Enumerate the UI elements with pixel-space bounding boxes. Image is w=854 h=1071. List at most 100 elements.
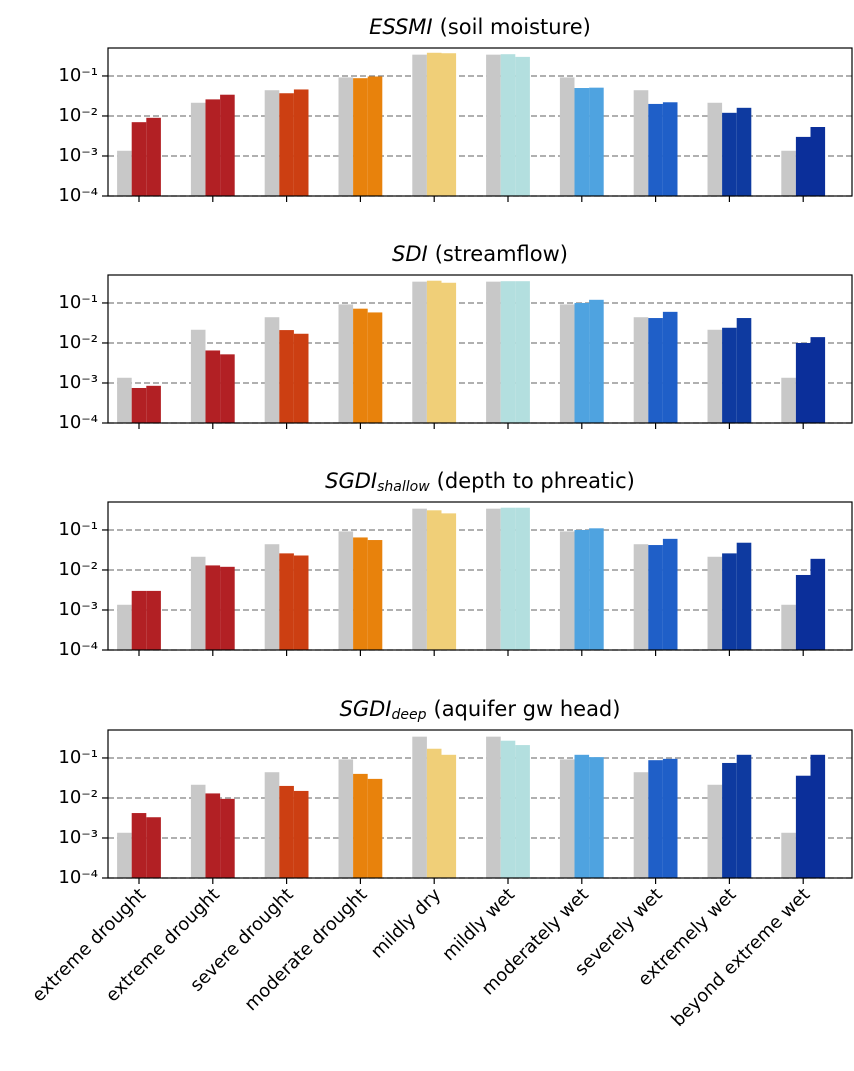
x-tick-label: mildly wet bbox=[438, 884, 519, 965]
bar bbox=[338, 304, 354, 423]
bar bbox=[589, 299, 604, 423]
bar bbox=[781, 377, 796, 423]
bar bbox=[736, 754, 752, 878]
bar bbox=[810, 337, 826, 423]
bar bbox=[190, 102, 206, 196]
bar bbox=[574, 302, 590, 423]
bar bbox=[795, 342, 811, 423]
bar bbox=[515, 56, 530, 196]
title-subscript: shallow bbox=[377, 479, 430, 495]
bar bbox=[279, 553, 294, 650]
bar bbox=[500, 54, 516, 197]
chart-title: ESSMI (soil moisture) bbox=[369, 15, 591, 39]
bar bbox=[131, 590, 147, 650]
bar bbox=[220, 566, 235, 650]
bar bbox=[662, 311, 678, 423]
y-tick-label: 10⁻¹ bbox=[58, 292, 98, 313]
bar bbox=[353, 537, 368, 650]
bar bbox=[722, 762, 737, 878]
bar bbox=[412, 508, 427, 650]
y-tick-label: 10⁻¹ bbox=[58, 65, 98, 86]
bar bbox=[515, 281, 530, 423]
y-tick-label: 10⁻³ bbox=[58, 145, 98, 166]
title-text: (soil moisture) bbox=[440, 15, 591, 39]
bar bbox=[353, 308, 368, 423]
x-tick-label: moderate drought bbox=[241, 884, 372, 1015]
bar bbox=[131, 122, 147, 196]
y-tick-label: 10⁻¹ bbox=[58, 519, 98, 540]
bar bbox=[412, 736, 427, 878]
bar bbox=[574, 529, 590, 650]
bar bbox=[264, 772, 280, 878]
y-tick-label: 10⁻³ bbox=[58, 827, 98, 848]
bar bbox=[441, 513, 457, 650]
bar bbox=[190, 556, 206, 650]
bar bbox=[810, 754, 826, 878]
bar bbox=[264, 544, 280, 650]
bar bbox=[279, 785, 294, 878]
bar bbox=[293, 333, 309, 423]
bar bbox=[574, 88, 590, 196]
bar bbox=[559, 304, 575, 423]
bar bbox=[367, 312, 383, 423]
bar bbox=[338, 77, 354, 196]
y-tick-label: 10⁻² bbox=[58, 332, 98, 353]
bar bbox=[707, 556, 723, 650]
bar bbox=[353, 773, 368, 878]
y-tick-label: 10⁻⁴ bbox=[58, 639, 98, 660]
title-text: (aquifer gw head) bbox=[434, 697, 621, 721]
y-tick-label: 10⁻² bbox=[58, 559, 98, 580]
bar bbox=[338, 531, 354, 650]
y-tick-label: 10⁻³ bbox=[58, 599, 98, 620]
bar bbox=[722, 327, 737, 423]
bar bbox=[205, 350, 221, 423]
bar bbox=[648, 545, 663, 650]
bar bbox=[589, 757, 604, 878]
bar bbox=[633, 772, 649, 878]
bar bbox=[205, 793, 221, 878]
bar bbox=[117, 604, 132, 650]
bar bbox=[264, 317, 280, 423]
y-tick-label: 10⁻⁴ bbox=[58, 867, 98, 888]
chart-title: SDI (streamflow) bbox=[392, 242, 568, 266]
bar bbox=[279, 93, 294, 196]
bar bbox=[500, 507, 516, 650]
bar bbox=[648, 760, 663, 878]
bar bbox=[220, 798, 235, 878]
bar bbox=[486, 508, 501, 650]
bar bbox=[500, 281, 516, 423]
bar bbox=[795, 136, 811, 196]
bar-group bbox=[117, 280, 826, 423]
y-tick-label: 10⁻⁴ bbox=[58, 412, 98, 433]
bar bbox=[736, 107, 752, 196]
bar bbox=[146, 817, 161, 878]
bar bbox=[633, 90, 649, 196]
x-tick-label: mildly dry bbox=[367, 884, 446, 963]
bar bbox=[264, 90, 280, 196]
bar bbox=[648, 103, 663, 196]
bar bbox=[146, 385, 161, 423]
bar bbox=[707, 329, 723, 423]
bar bbox=[412, 54, 427, 196]
bar bbox=[707, 784, 723, 878]
bar bbox=[117, 150, 132, 196]
bar bbox=[662, 102, 678, 196]
y-tick-label: 10⁻³ bbox=[58, 372, 98, 393]
bar bbox=[353, 78, 368, 196]
y-tick-label: 10⁻² bbox=[58, 105, 98, 126]
bar bbox=[500, 740, 516, 878]
bar bbox=[367, 778, 383, 878]
bar bbox=[279, 330, 294, 423]
bar bbox=[441, 53, 457, 196]
bar bbox=[736, 318, 752, 423]
bar bbox=[781, 150, 796, 196]
bar bbox=[190, 329, 206, 423]
bar bbox=[589, 528, 604, 650]
bar bbox=[795, 775, 811, 878]
bar bbox=[205, 99, 221, 196]
axes-frame bbox=[107, 274, 853, 424]
bar bbox=[795, 574, 811, 650]
bar bbox=[810, 558, 826, 650]
